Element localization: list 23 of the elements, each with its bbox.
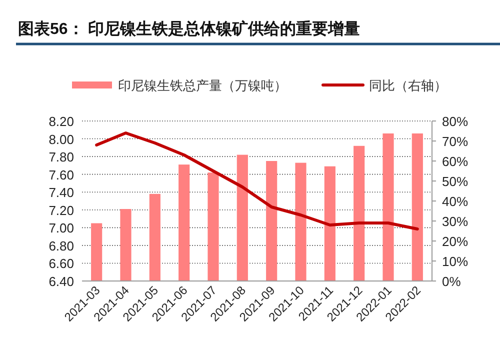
y2-tick-label: 50% (442, 174, 468, 189)
y2-tick-label: 80% (442, 114, 468, 129)
y2-tick-label: 70% (442, 134, 468, 149)
line-series (95, 132, 419, 230)
y2-tick-label: 40% (442, 194, 468, 209)
y-tick-label: 6.80 (48, 238, 74, 254)
y2-tick-label: 20% (442, 234, 468, 249)
chart-title: 图表56： 印尼镍生铁是总体镍矿供给的重要增量 (18, 20, 360, 38)
legend-label: 同比（右轴） (369, 78, 447, 93)
y-tick-label: 7.00 (48, 220, 74, 236)
y-tick-label: 6.60 (48, 256, 74, 272)
y2-tick-label: 0% (442, 274, 462, 289)
y-tick-label: 7.20 (48, 202, 74, 218)
y2-tick-label: 10% (442, 254, 468, 269)
y-tick-label: 8.20 (48, 114, 74, 129)
y2-tick-label: 30% (442, 214, 468, 229)
y-tick-label: 7.40 (48, 185, 74, 200)
y2-tick-label: 60% (442, 154, 468, 169)
y-tick-label: 7.80 (48, 150, 74, 165)
y-tick-label: 6.40 (48, 274, 74, 289)
y-tick-label: 8.00 (48, 132, 74, 147)
y-tick-label: 7.60 (48, 167, 74, 182)
legend-label: 印尼镍生铁总产量（万镍吨） (118, 78, 287, 93)
